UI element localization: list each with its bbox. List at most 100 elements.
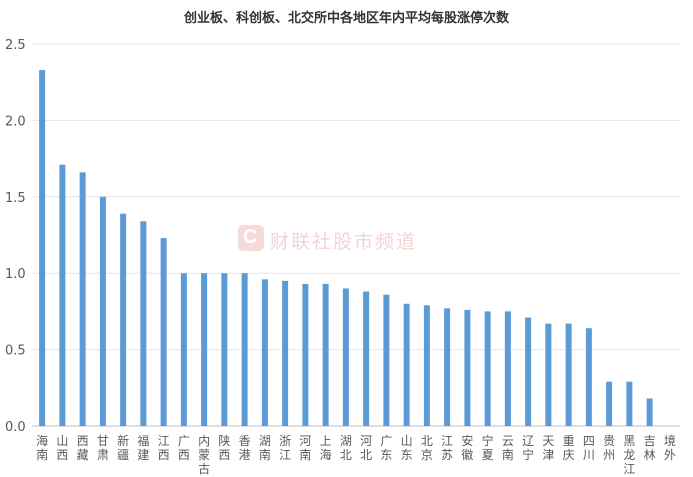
x-tick-label-char: 云 [502,434,514,448]
y-tick-label: 0.0 [5,420,26,435]
x-tick-label-char: 山 [401,434,413,448]
bar [302,283,309,426]
bar [545,323,552,426]
x-tick-label-char: 西 [56,448,68,462]
x-tick-label-char: 海 [320,447,332,462]
bar [565,323,572,426]
bar [444,308,451,426]
bar [282,280,289,426]
x-tick-label-char: 西 [178,448,190,462]
bar [363,291,370,426]
x-tick-label-char: 福 [137,433,149,448]
x-tick-label-char: 东 [380,448,392,462]
x-tick-label-char: 南 [259,447,271,462]
y-tick-label: 2.0 [5,114,26,129]
x-tick-label-char: 广 [178,434,190,448]
bar [180,273,187,426]
bar [140,221,147,426]
x-tick-label-char: 安 [461,433,473,448]
bar [261,279,268,426]
bar [403,303,410,426]
x-tick-label-char: 江 [158,434,170,448]
x-tick-label-char: 川 [583,448,595,462]
x-tick-label-char: 南 [36,447,48,462]
x-tick-label-char: 南 [502,447,514,462]
bar [383,294,390,426]
bar [342,288,349,426]
bar [464,309,471,426]
x-tick-label-char: 南 [299,447,311,462]
x-tick-label-char: 内 [198,434,210,448]
x-tick-label-char: 林 [644,448,656,462]
bar [160,238,167,426]
x-tick-label-char: 疆 [117,448,129,462]
x-tick-label-char: 香 [239,434,251,448]
x-tick-label-char: 天 [542,434,554,448]
bar [646,398,653,426]
watermark-logo-icon [238,225,264,251]
x-tick-label-char: 浙 [279,434,291,448]
x-tick-label-char: 河 [299,434,311,448]
x-tick-label-char: 津 [542,448,554,462]
x-tick-label-char: 湖 [259,433,271,448]
bar [241,273,248,426]
x-tick-label-char: 西 [218,448,230,462]
x-tick-label-char: 江 [279,448,291,462]
x-tick-label-char: 西 [77,434,89,448]
x-tick-label-char: 古 [198,461,210,476]
x-tick-label-char: 北 [340,448,352,462]
x-tick-label-char: 北 [360,448,372,462]
bar [59,164,66,426]
x-tick-label-char: 夏 [482,448,494,462]
x-tick-label-char: 重 [563,434,575,448]
x-tick-label-char: 徽 [461,447,473,462]
x-tick-label-char: 东 [401,448,413,462]
x-tick-label-char: 贵 [603,434,615,448]
x-tick-label-char: 北 [421,434,433,448]
bar [99,196,106,426]
y-tick-label: 0.5 [5,344,26,359]
x-tick-label-char: 港 [239,448,251,462]
bar [484,311,491,426]
bar [39,69,46,426]
x-tick-label-char: 苏 [441,448,453,462]
x-tick-label-char: 湖 [340,433,352,448]
y-tick-label: 2.5 [5,38,26,53]
x-tick-label-char: 境 [664,433,676,448]
x-tick-label-char: 河 [360,434,372,448]
x-tick-label-char: 宁 [522,447,534,462]
x-tick-label-char: 庆 [563,448,575,462]
bar [525,317,532,426]
x-tick-label-char: 建 [137,448,149,462]
watermark-text: 财联社股市频道 [270,231,418,253]
x-tick-label-char: 外 [664,448,676,462]
watermark: 财联社股市频道 [238,223,498,257]
x-tick-label-char: 肃 [97,448,109,462]
x-tick-label-char: 陕 [218,433,230,448]
bar [585,328,592,426]
bar [606,381,613,426]
bar [423,305,430,426]
x-tick-label-char: 江 [623,462,635,476]
x-tick-label-char: 西 [158,448,170,462]
x-tick-label-char: 广 [380,434,392,448]
y-tick-label: 1.0 [5,267,26,282]
x-tick-label-char: 龙 [623,448,635,462]
x-tick-label-char: 江 [441,434,453,448]
y-tick-label: 1.5 [5,191,26,206]
chart-title: 创业板、科创板、北交所中各地区年内平均每股涨停次数 [183,11,509,26]
x-tick-label-char: 州 [603,448,615,462]
x-tick-label-char: 甘 [97,434,109,448]
x-tick-label-char: 藏 [77,448,89,462]
bar [221,273,228,426]
bar [120,213,127,426]
x-tick-label-char: 海 [36,433,48,448]
x-tick-label-char: 新 [117,433,129,448]
x-tick-label-char: 宁 [482,433,494,448]
x-tick-label-char: 辽 [522,434,534,448]
x-tick-label-char: 上 [320,434,332,448]
x-tick-label-char: 京 [421,448,433,462]
x-tick-label-char: 黑 [623,434,635,448]
